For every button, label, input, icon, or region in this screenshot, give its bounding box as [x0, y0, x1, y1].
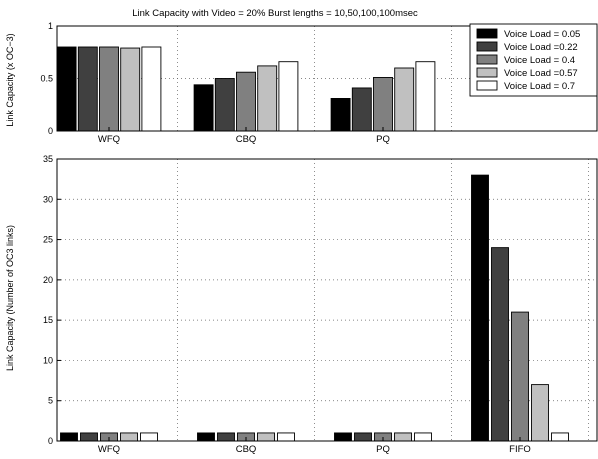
bar — [214, 78, 235, 132]
chart-bottom: Link Capacity (Number of OC3 links) 0 5 10… — [5, 154, 598, 455]
bar — [491, 247, 509, 442]
bar — [277, 432, 295, 442]
chart-top-xticks: WFQ CBQ PQ — [98, 127, 390, 145]
plot-frame — [56, 158, 598, 442]
bar — [334, 432, 352, 442]
bar — [217, 432, 235, 442]
legend: Voice Load = 0.05 Voice Load =0.22 Voice L… — [469, 23, 598, 97]
legend-label: Voice Load =0.22 — [504, 42, 578, 53]
legend-label: Voice Load = 0.05 — [504, 29, 580, 40]
y-tick-label: 15 — [43, 315, 53, 325]
y-tick-label: 5 — [48, 396, 53, 406]
y-tick-label: 10 — [43, 355, 53, 365]
bar — [236, 71, 256, 132]
bar — [120, 47, 141, 132]
legend-label: Voice Load =0.57 — [504, 68, 578, 79]
bar — [140, 432, 158, 442]
y-tick-label: 30 — [43, 194, 53, 204]
bar — [257, 432, 275, 442]
bar — [351, 87, 372, 132]
x-tick-label: FIFO — [509, 444, 531, 455]
legend-swatch — [476, 80, 498, 91]
legend-label: Voice Load = 0.7 — [504, 81, 575, 92]
chart-top-yticks: 00.51 — [40, 21, 61, 136]
bar — [415, 61, 436, 132]
y-tick-label: 1 — [48, 21, 53, 31]
chart-top-ylabel: Link Capacity (x OC−3) — [5, 33, 15, 126]
bar — [60, 432, 78, 442]
legend-items: Voice Load = 0.05 Voice Load =0.22 Voice L… — [476, 28, 580, 92]
x-tick-label: CBQ — [236, 134, 257, 145]
chart-bottom-yticks: 0 5 10 15 20 25 30 35 — [43, 154, 61, 446]
chart-bottom-axes — [56, 158, 598, 442]
bar — [394, 67, 415, 132]
y-tick-label: 25 — [43, 235, 53, 245]
y-tick-label: 20 — [43, 275, 53, 285]
x-tick-label: WFQ — [98, 134, 120, 145]
bar — [141, 46, 162, 132]
bar — [197, 432, 215, 442]
bar — [511, 311, 529, 442]
bar — [77, 46, 98, 132]
bar — [330, 97, 351, 132]
bar — [414, 432, 432, 442]
chart-bottom-bars — [60, 174, 569, 442]
bar — [531, 384, 549, 442]
bar — [193, 84, 214, 132]
legend-swatch — [476, 67, 498, 78]
chart-top-bars — [56, 46, 436, 132]
x-tick-label: CBQ — [236, 444, 257, 455]
legend-swatch — [476, 41, 498, 52]
bar — [80, 432, 98, 442]
figure-title: Link Capacity with Video = 20% Burst len… — [132, 8, 418, 19]
bar — [257, 65, 278, 132]
chart-bottom-ylabel: Link Capacity (Number of OC3 links) — [5, 225, 15, 371]
bar — [354, 432, 372, 442]
y-tick-label: 0 — [48, 436, 53, 446]
bar — [56, 46, 77, 132]
y-tick-label: 0 — [48, 126, 53, 136]
chart-bottom-xticks: WFQ CBQ PQ FIFO — [98, 437, 531, 455]
chart-bottom-grid — [57, 159, 597, 441]
legend-swatch — [476, 54, 498, 65]
bar — [373, 76, 393, 132]
bar — [394, 432, 412, 442]
x-tick-label: PQ — [376, 444, 390, 455]
legend-swatch — [476, 28, 498, 39]
bar — [99, 46, 119, 132]
bar — [551, 432, 569, 442]
y-tick-label: 0.5 — [40, 74, 53, 84]
bar — [278, 61, 299, 132]
bar — [120, 432, 138, 442]
y-tick-label: 35 — [43, 154, 53, 164]
legend-label: Voice Load = 0.4 — [504, 55, 575, 66]
x-tick-label: WFQ — [98, 444, 120, 455]
x-tick-label: PQ — [376, 134, 390, 145]
chart-top-grid — [57, 26, 597, 131]
bar — [471, 174, 489, 442]
